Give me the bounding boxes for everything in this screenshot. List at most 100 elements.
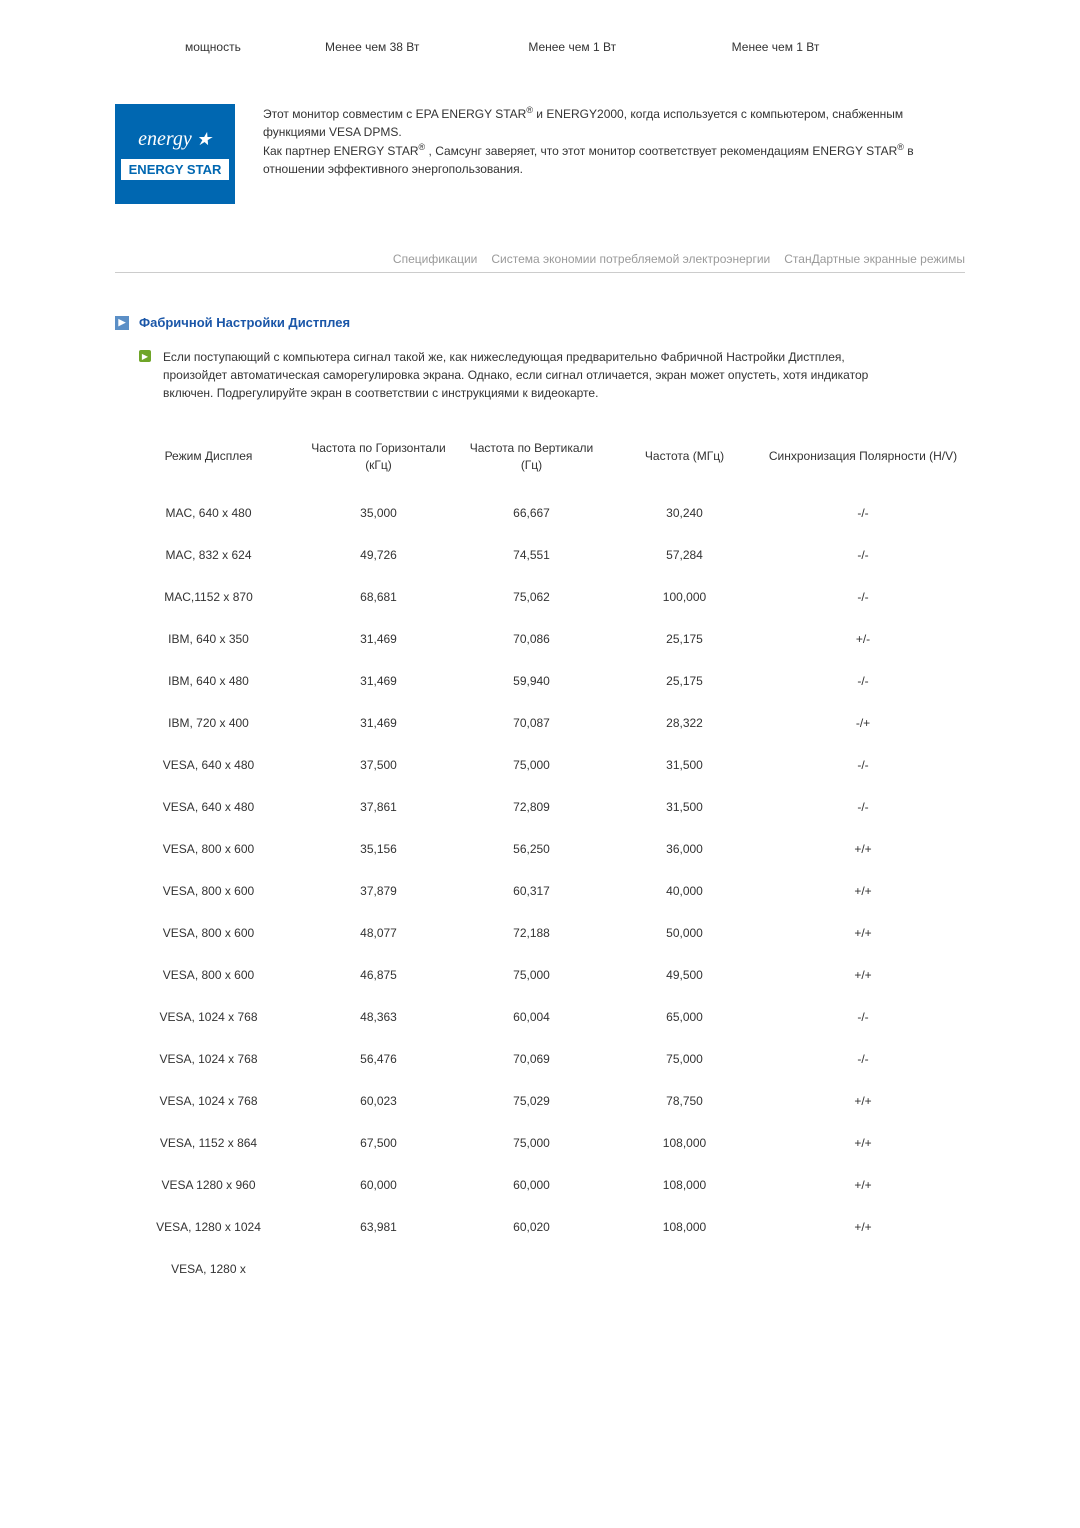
col-pixclk: Частота (МГц) bbox=[608, 430, 761, 492]
energy-text-2b: , Самсунг заверяет, что этот монитор соо… bbox=[425, 144, 897, 158]
table-cell: 75,000 bbox=[455, 954, 608, 996]
table-cell: 60,020 bbox=[455, 1206, 608, 1248]
bullet-arrow-icon: ▶ bbox=[139, 350, 151, 362]
table-cell: 37,861 bbox=[302, 786, 455, 828]
table-cell: IBM, 720 x 400 bbox=[115, 702, 302, 744]
table-cell: -/- bbox=[761, 996, 965, 1038]
table-row: VESA 1280 x 96060,00060,000108,000+/+ bbox=[115, 1164, 965, 1206]
table-cell: -/- bbox=[761, 492, 965, 534]
energy-star-block: energy ★ ENERGY STAR Этот монитор совмес… bbox=[115, 104, 965, 204]
table-cell: +/+ bbox=[761, 870, 965, 912]
table-cell: 75,029 bbox=[455, 1080, 608, 1122]
table-cell: 40,000 bbox=[608, 870, 761, 912]
table-cell: 35,000 bbox=[302, 492, 455, 534]
table-row: IBM, 640 x 35031,46970,08625,175+/- bbox=[115, 618, 965, 660]
table-cell: VESA, 1024 x 768 bbox=[115, 1080, 302, 1122]
table-cell: 60,317 bbox=[455, 870, 608, 912]
table-row: VESA, 1024 x 76848,36360,00465,000-/- bbox=[115, 996, 965, 1038]
table-cell: 35,156 bbox=[302, 828, 455, 870]
section-title: Фабричной Настройки Дистплея bbox=[139, 315, 350, 330]
table-cell: 30,240 bbox=[608, 492, 761, 534]
section-bullet: ▶ Если поступающий с компьютера сигнал т… bbox=[115, 348, 965, 402]
table-cell: 57,284 bbox=[608, 534, 761, 576]
table-cell: 56,250 bbox=[455, 828, 608, 870]
table-cell: -/- bbox=[761, 744, 965, 786]
table-cell: VESA, 1280 x 1024 bbox=[115, 1206, 302, 1248]
table-cell: 46,875 bbox=[302, 954, 455, 996]
table-row: VESA, 640 x 48037,50075,00031,500-/- bbox=[115, 744, 965, 786]
table-cell: 75,000 bbox=[608, 1038, 761, 1080]
table-cell: 31,469 bbox=[302, 702, 455, 744]
table-cell: 75,000 bbox=[455, 1122, 608, 1164]
table-cell: 70,069 bbox=[455, 1038, 608, 1080]
table-row: VESA, 640 x 48037,86172,80931,500-/- bbox=[115, 786, 965, 828]
table-cell: -/- bbox=[761, 576, 965, 618]
table-cell: VESA, 640 x 480 bbox=[115, 744, 302, 786]
table-row: IBM, 720 x 40031,46970,08728,322-/+ bbox=[115, 702, 965, 744]
table-cell: VESA 1280 x 960 bbox=[115, 1164, 302, 1206]
table-cell: +/+ bbox=[761, 1164, 965, 1206]
table-cell: -/- bbox=[761, 786, 965, 828]
power-cell: Менее чем 1 Вт bbox=[732, 40, 935, 54]
table-cell: 78,750 bbox=[608, 1080, 761, 1122]
table-cell: VESA, 800 x 600 bbox=[115, 870, 302, 912]
table-cell: 37,879 bbox=[302, 870, 455, 912]
table-row: VESA, 1280 x bbox=[115, 1248, 965, 1290]
table-cell: +/+ bbox=[761, 828, 965, 870]
table-cell: +/+ bbox=[761, 912, 965, 954]
table-cell: 28,322 bbox=[608, 702, 761, 744]
table-cell: 68,681 bbox=[302, 576, 455, 618]
table-cell: MAC, 640 x 480 bbox=[115, 492, 302, 534]
table-cell: 60,023 bbox=[302, 1080, 455, 1122]
tab-display-modes[interactable]: СтанДартные экранные режимы bbox=[784, 252, 965, 266]
tab-power-saving[interactable]: Система экономии потребляемой электроэне… bbox=[491, 252, 770, 266]
table-cell: VESA, 1152 x 864 bbox=[115, 1122, 302, 1164]
table-cell: 31,500 bbox=[608, 744, 761, 786]
table-cell: 66,667 bbox=[455, 492, 608, 534]
table-cell bbox=[302, 1248, 455, 1290]
table-cell: VESA, 1024 x 768 bbox=[115, 1038, 302, 1080]
table-cell: 70,087 bbox=[455, 702, 608, 744]
table-cell: IBM, 640 x 350 bbox=[115, 618, 302, 660]
energy-text-2a: Как партнер ENERGY STAR bbox=[263, 144, 419, 158]
table-cell: -/- bbox=[761, 534, 965, 576]
table-cell: 25,175 bbox=[608, 660, 761, 702]
star-icon: ★ bbox=[196, 129, 212, 150]
table-cell: 59,940 bbox=[455, 660, 608, 702]
table-cell: 48,077 bbox=[302, 912, 455, 954]
energy-star-text: Этот монитор совместим с EPA ENERGY STAR… bbox=[263, 104, 945, 204]
table-cell: 108,000 bbox=[608, 1206, 761, 1248]
table-cell: 65,000 bbox=[608, 996, 761, 1038]
table-cell: 60,000 bbox=[302, 1164, 455, 1206]
section-header: ▶ Фабричной Настройки Дистплея bbox=[115, 315, 965, 330]
col-mode: Режим Дисплея bbox=[115, 430, 302, 492]
power-cell: Менее чем 1 Вт bbox=[528, 40, 731, 54]
table-cell: +/+ bbox=[761, 1122, 965, 1164]
table-cell: -/+ bbox=[761, 702, 965, 744]
table-row: VESA, 800 x 60048,07772,18850,000+/+ bbox=[115, 912, 965, 954]
table-cell: VESA, 1280 x bbox=[115, 1248, 302, 1290]
table-cell: MAC, 832 x 624 bbox=[115, 534, 302, 576]
table-row: VESA, 800 x 60035,15656,25036,000+/+ bbox=[115, 828, 965, 870]
table-cell: VESA, 640 x 480 bbox=[115, 786, 302, 828]
table-row: VESA, 1024 x 76856,47670,06975,000-/- bbox=[115, 1038, 965, 1080]
table-cell: 74,551 bbox=[455, 534, 608, 576]
table-cell: 60,004 bbox=[455, 996, 608, 1038]
table-cell: 49,500 bbox=[608, 954, 761, 996]
energy-logo-word: energy bbox=[138, 128, 192, 151]
table-cell: 60,000 bbox=[455, 1164, 608, 1206]
table-cell: VESA, 1024 x 768 bbox=[115, 996, 302, 1038]
table-cell: +/+ bbox=[761, 1206, 965, 1248]
table-cell: VESA, 800 x 600 bbox=[115, 828, 302, 870]
display-modes-table: Режим Дисплея Частота по Горизонтали (кГ… bbox=[115, 430, 965, 1290]
table-cell: 48,363 bbox=[302, 996, 455, 1038]
table-cell bbox=[455, 1248, 608, 1290]
table-cell: 36,000 bbox=[608, 828, 761, 870]
reg-mark: ® bbox=[897, 142, 904, 152]
table-cell: 25,175 bbox=[608, 618, 761, 660]
section-bullet-text: Если поступающий с компьютера сигнал так… bbox=[163, 348, 903, 402]
table-cell: IBM, 640 x 480 bbox=[115, 660, 302, 702]
table-cell: 72,809 bbox=[455, 786, 608, 828]
energy-star-logo: energy ★ ENERGY STAR bbox=[115, 104, 235, 204]
tab-spec[interactable]: Спецификации bbox=[393, 252, 477, 266]
